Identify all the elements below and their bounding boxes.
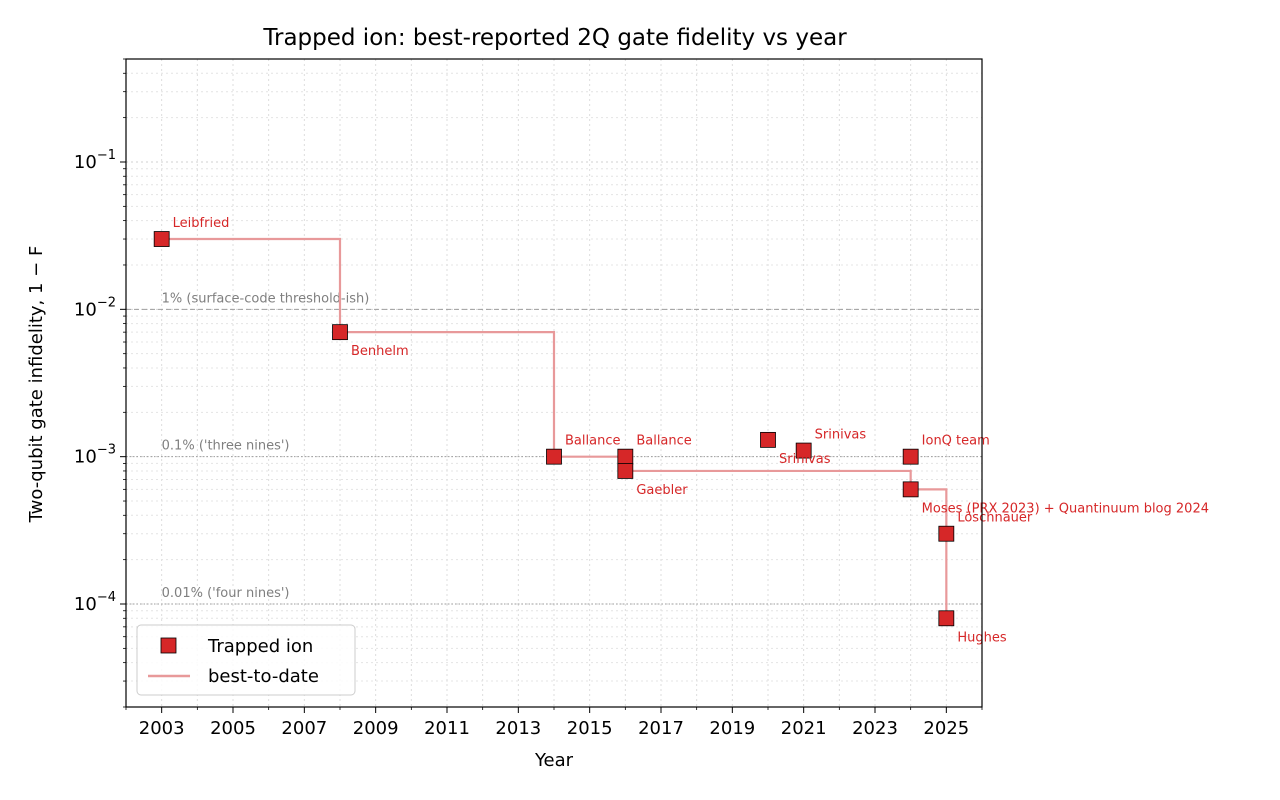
legend-label-best-to-date: best-to-date: [208, 666, 319, 687]
data-point: [902, 448, 919, 465]
x-tick-label: 2013: [495, 718, 541, 739]
data-point-label: IonQ team: [922, 434, 990, 449]
grid: [125, 58, 983, 708]
plot-area: 1% (surface-code threshold-ish) 0.1% ('th…: [125, 58, 1209, 708]
data-point: [760, 431, 776, 448]
x-tick-label: 2003: [139, 718, 185, 739]
reference-line-label: 0.1% ('three nines'): [162, 439, 290, 454]
reference-line-label: 0.01% ('four nines'): [162, 586, 290, 601]
x-tick-label: 2017: [638, 718, 684, 739]
data-point: [617, 448, 634, 465]
x-tick-label: 2025: [923, 718, 969, 739]
data-point: [938, 525, 955, 542]
data-point-label: Benhelm: [351, 344, 409, 359]
legend-label-trapped-ion: Trapped ion: [207, 636, 313, 657]
x-tick-label: 2011: [424, 718, 470, 739]
chart-title: Trapped ion: best-reported 2Q gate fidel…: [262, 25, 847, 51]
x-tick-label: 2005: [210, 718, 256, 739]
y-axis-label: Two-qubit gate infidelity, 1 − F: [26, 246, 47, 524]
data-point: [546, 448, 562, 465]
data-point-label: Leibfried: [173, 216, 230, 231]
data-point: [332, 324, 348, 341]
data-point: [617, 463, 634, 479]
axes: 2003 2005 2007 2009 2011 2013 2015 2017 2019 2021…: [74, 58, 983, 739]
y-tick-label: 10−2: [74, 295, 116, 320]
legend-marker-trapped-ion: [160, 637, 177, 654]
y-tick-label: 10−1: [74, 148, 116, 173]
y-tick-label: 10−4: [74, 590, 116, 615]
data-point-label: Srinivas: [779, 452, 831, 467]
data-point-label: Ballance: [636, 434, 691, 449]
legend: Trapped ion best-to-date: [136, 624, 356, 696]
data-point: [153, 231, 170, 247]
x-tick-label: 2007: [281, 718, 327, 739]
data-point-label: Srinivas: [815, 428, 867, 443]
x-tick-label: 2023: [852, 718, 898, 739]
data-point-label: Ballance: [565, 434, 620, 449]
x-tick-label: 2015: [567, 718, 613, 739]
x-tick-label: 2009: [353, 718, 399, 739]
data-point: [795, 442, 812, 459]
data-point: [938, 610, 955, 627]
legend-box: [136, 624, 356, 696]
data-point-label: Löschnauer: [957, 511, 1033, 526]
data-point-label: Gaebler: [636, 483, 688, 498]
x-tick-label: 2021: [781, 718, 827, 739]
y-tick-label: 10−3: [74, 443, 116, 468]
reference-line-label: 1% (surface-code threshold-ish): [162, 291, 370, 306]
x-axis-label: Year: [534, 750, 574, 771]
data-point: [902, 481, 919, 498]
data-point-label: Moses (PRX 2023) + Quantinuum blog 2024: [922, 501, 1209, 516]
x-tick-label: 2019: [709, 718, 755, 739]
